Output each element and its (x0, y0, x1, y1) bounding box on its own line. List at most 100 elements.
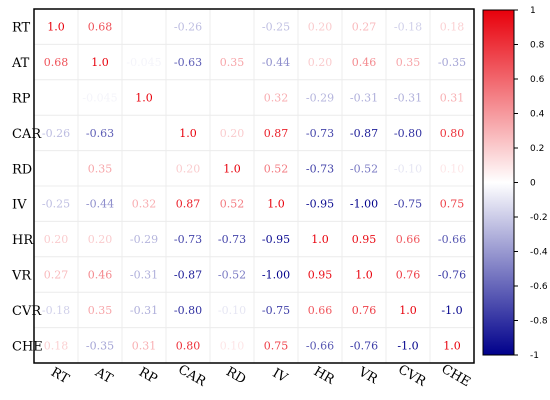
cell-value-che-che: 1.0 (443, 339, 461, 352)
row-label: CHE (12, 339, 43, 354)
column-labels: RT AT RP CAR RD IV HR VR CVR CHE (48, 362, 473, 391)
cell-value-cvr-hr: 0.66 (308, 304, 333, 317)
cell-value-iv-rp: 0.32 (132, 198, 157, 211)
cell-value-iv-iv: 1.0 (267, 198, 285, 211)
row-labels: RT AT RP CAR RD IV HR VR CVR CHE (11, 21, 43, 355)
cell-value-cvr-rp: -0.31 (130, 304, 158, 317)
cell-value-rt-hr: 0.20 (308, 21, 333, 34)
row-label: RP (12, 92, 31, 107)
cell-value-che-rd: 0.10 (220, 339, 245, 352)
cell-value-car-car: 1.0 (179, 127, 197, 140)
cell-value-rt-at: 0.68 (88, 21, 113, 34)
colorbar-tick-label: -0.8 (530, 317, 548, 327)
cell-value-vr-rt: 0.27 (44, 269, 69, 282)
colorbar-ticks: 1 0.8 0.6 0.4 0.2 0 -0.2 -0.4 -0.6 -0.8 -1 (514, 6, 548, 361)
cell-value-rt-iv: -0.25 (262, 21, 290, 34)
cell-value-che-iv: 0.75 (264, 339, 289, 352)
cell-value-cvr-iv: -0.75 (262, 304, 290, 317)
cell-value-vr-car: -0.87 (174, 269, 202, 282)
cell-value-che-rt: 0.18 (44, 339, 69, 352)
cell-value-rd-iv: 0.52 (264, 162, 289, 175)
column-label: RP (136, 365, 160, 387)
cell-value-che-car: 0.80 (176, 339, 201, 352)
cell-value-at-hr: 0.20 (308, 56, 333, 69)
colorbar-tick-label: 0.4 (530, 110, 545, 120)
cell-value-car-at: -0.63 (86, 127, 114, 140)
cell-value-rd-car: 0.20 (176, 162, 201, 175)
cell-value-cvr-at: 0.35 (88, 304, 113, 317)
cell-value-rt-cvr: -0.18 (394, 21, 422, 34)
cell-value-rd-che: 0.10 (440, 162, 465, 175)
colorbar-tick-label: -1 (530, 351, 539, 361)
cell-value-iv-che: 0.75 (440, 198, 465, 211)
cell-value-car-rd: 0.20 (220, 127, 245, 140)
heatmap-cells: 1.0 0.68 -0.26 -0.25 0.20 0.27 -0.18 0.18 0.68 1.… (42, 21, 466, 353)
cell-value-cvr-rd: -0.10 (218, 304, 246, 317)
cell-value-car-rt: -0.26 (42, 127, 70, 140)
cell-value-at-rt: 0.68 (44, 56, 69, 69)
cell-value-che-vr: -0.76 (350, 339, 378, 352)
row-label: RT (12, 21, 31, 36)
cell-value-rt-car: -0.26 (174, 21, 202, 34)
row-label: CAR (12, 127, 42, 142)
cell-value-rd-vr: -0.52 (350, 162, 378, 175)
cell-value-car-vr: -0.87 (350, 127, 378, 140)
colorbar-tick-label: 0 (530, 179, 536, 189)
cell-value-car-cvr: -0.80 (394, 127, 422, 140)
cell-value-iv-rd: 0.52 (220, 198, 245, 211)
cell-value-vr-at: 0.46 (88, 269, 113, 282)
cell-value-vr-iv: -1.00 (262, 269, 290, 282)
cell-value-iv-rt: -0.25 (42, 198, 70, 211)
heatmap-grid (34, 9, 474, 363)
row-label: CVR (12, 304, 42, 319)
colorbar-tick-label: -0.6 (530, 282, 548, 292)
cell-value-iv-car: 0.87 (176, 198, 201, 211)
cell-value-rp-cvr: -0.31 (394, 92, 422, 105)
colorbar-tick-label: 0.2 (530, 144, 544, 154)
cell-value-che-at: -0.35 (86, 339, 114, 352)
cell-value-car-che: 0.80 (440, 127, 465, 140)
row-label: AT (11, 56, 30, 71)
colorbar-tick-label: 0.8 (530, 41, 545, 51)
cell-value-hr-cvr: 0.66 (396, 233, 421, 246)
colorbar-tick-label: -0.2 (530, 213, 548, 223)
cell-value-rp-che: 0.31 (440, 92, 465, 105)
cell-value-hr-iv: -0.95 (262, 233, 290, 246)
cell-value-vr-cvr: 0.76 (396, 269, 421, 282)
cell-value-at-at: 1.0 (91, 56, 109, 69)
cell-value-at-che: -0.35 (438, 56, 466, 69)
cell-value-hr-vr: 0.95 (352, 233, 377, 246)
cell-value-hr-rt: 0.20 (44, 233, 69, 246)
row-label: IV (12, 198, 27, 213)
row-label: VR (11, 269, 32, 284)
cell-value-rp-rp: 1.0 (135, 92, 153, 105)
cell-value-at-vr: 0.46 (352, 56, 377, 69)
colorbar-gradient (482, 9, 515, 356)
cell-value-vr-rd: -0.52 (218, 269, 246, 282)
cell-value-vr-rp: -0.31 (130, 269, 158, 282)
plot-border (33, 8, 475, 364)
cell-value-cvr-vr: 0.76 (352, 304, 377, 317)
cell-value-che-cvr: -1.0 (397, 339, 418, 352)
cell-value-rt-che: 0.18 (440, 21, 465, 34)
cell-value-rp-hr: -0.29 (306, 92, 334, 105)
cell-value-hr-hr: 1.0 (311, 233, 329, 246)
cell-value-hr-rp: -0.29 (130, 233, 158, 246)
cell-value-at-rp: -0.045 (126, 56, 161, 69)
column-label: VR (355, 364, 381, 388)
colorbar-tick-label: -0.4 (530, 248, 548, 258)
cell-value-che-rp: 0.31 (132, 339, 157, 352)
colorbar-tick-label: 0.6 (530, 75, 545, 85)
cell-value-at-iv: -0.44 (262, 56, 290, 69)
row-label: RD (12, 162, 32, 177)
cell-value-rd-hr: -0.73 (306, 162, 334, 175)
cell-value-vr-vr: 1.0 (355, 269, 373, 282)
cell-value-at-rd: 0.35 (220, 56, 245, 69)
cell-value-hr-at: 0.20 (88, 233, 113, 246)
cell-value-at-cvr: 0.35 (396, 56, 421, 69)
cell-value-rt-rt: 1.0 (47, 21, 65, 34)
cell-value-rt-vr: 0.27 (352, 21, 377, 34)
cell-value-cvr-rt: -0.18 (42, 304, 70, 317)
colorbar-tick-label: 1 (530, 6, 536, 16)
